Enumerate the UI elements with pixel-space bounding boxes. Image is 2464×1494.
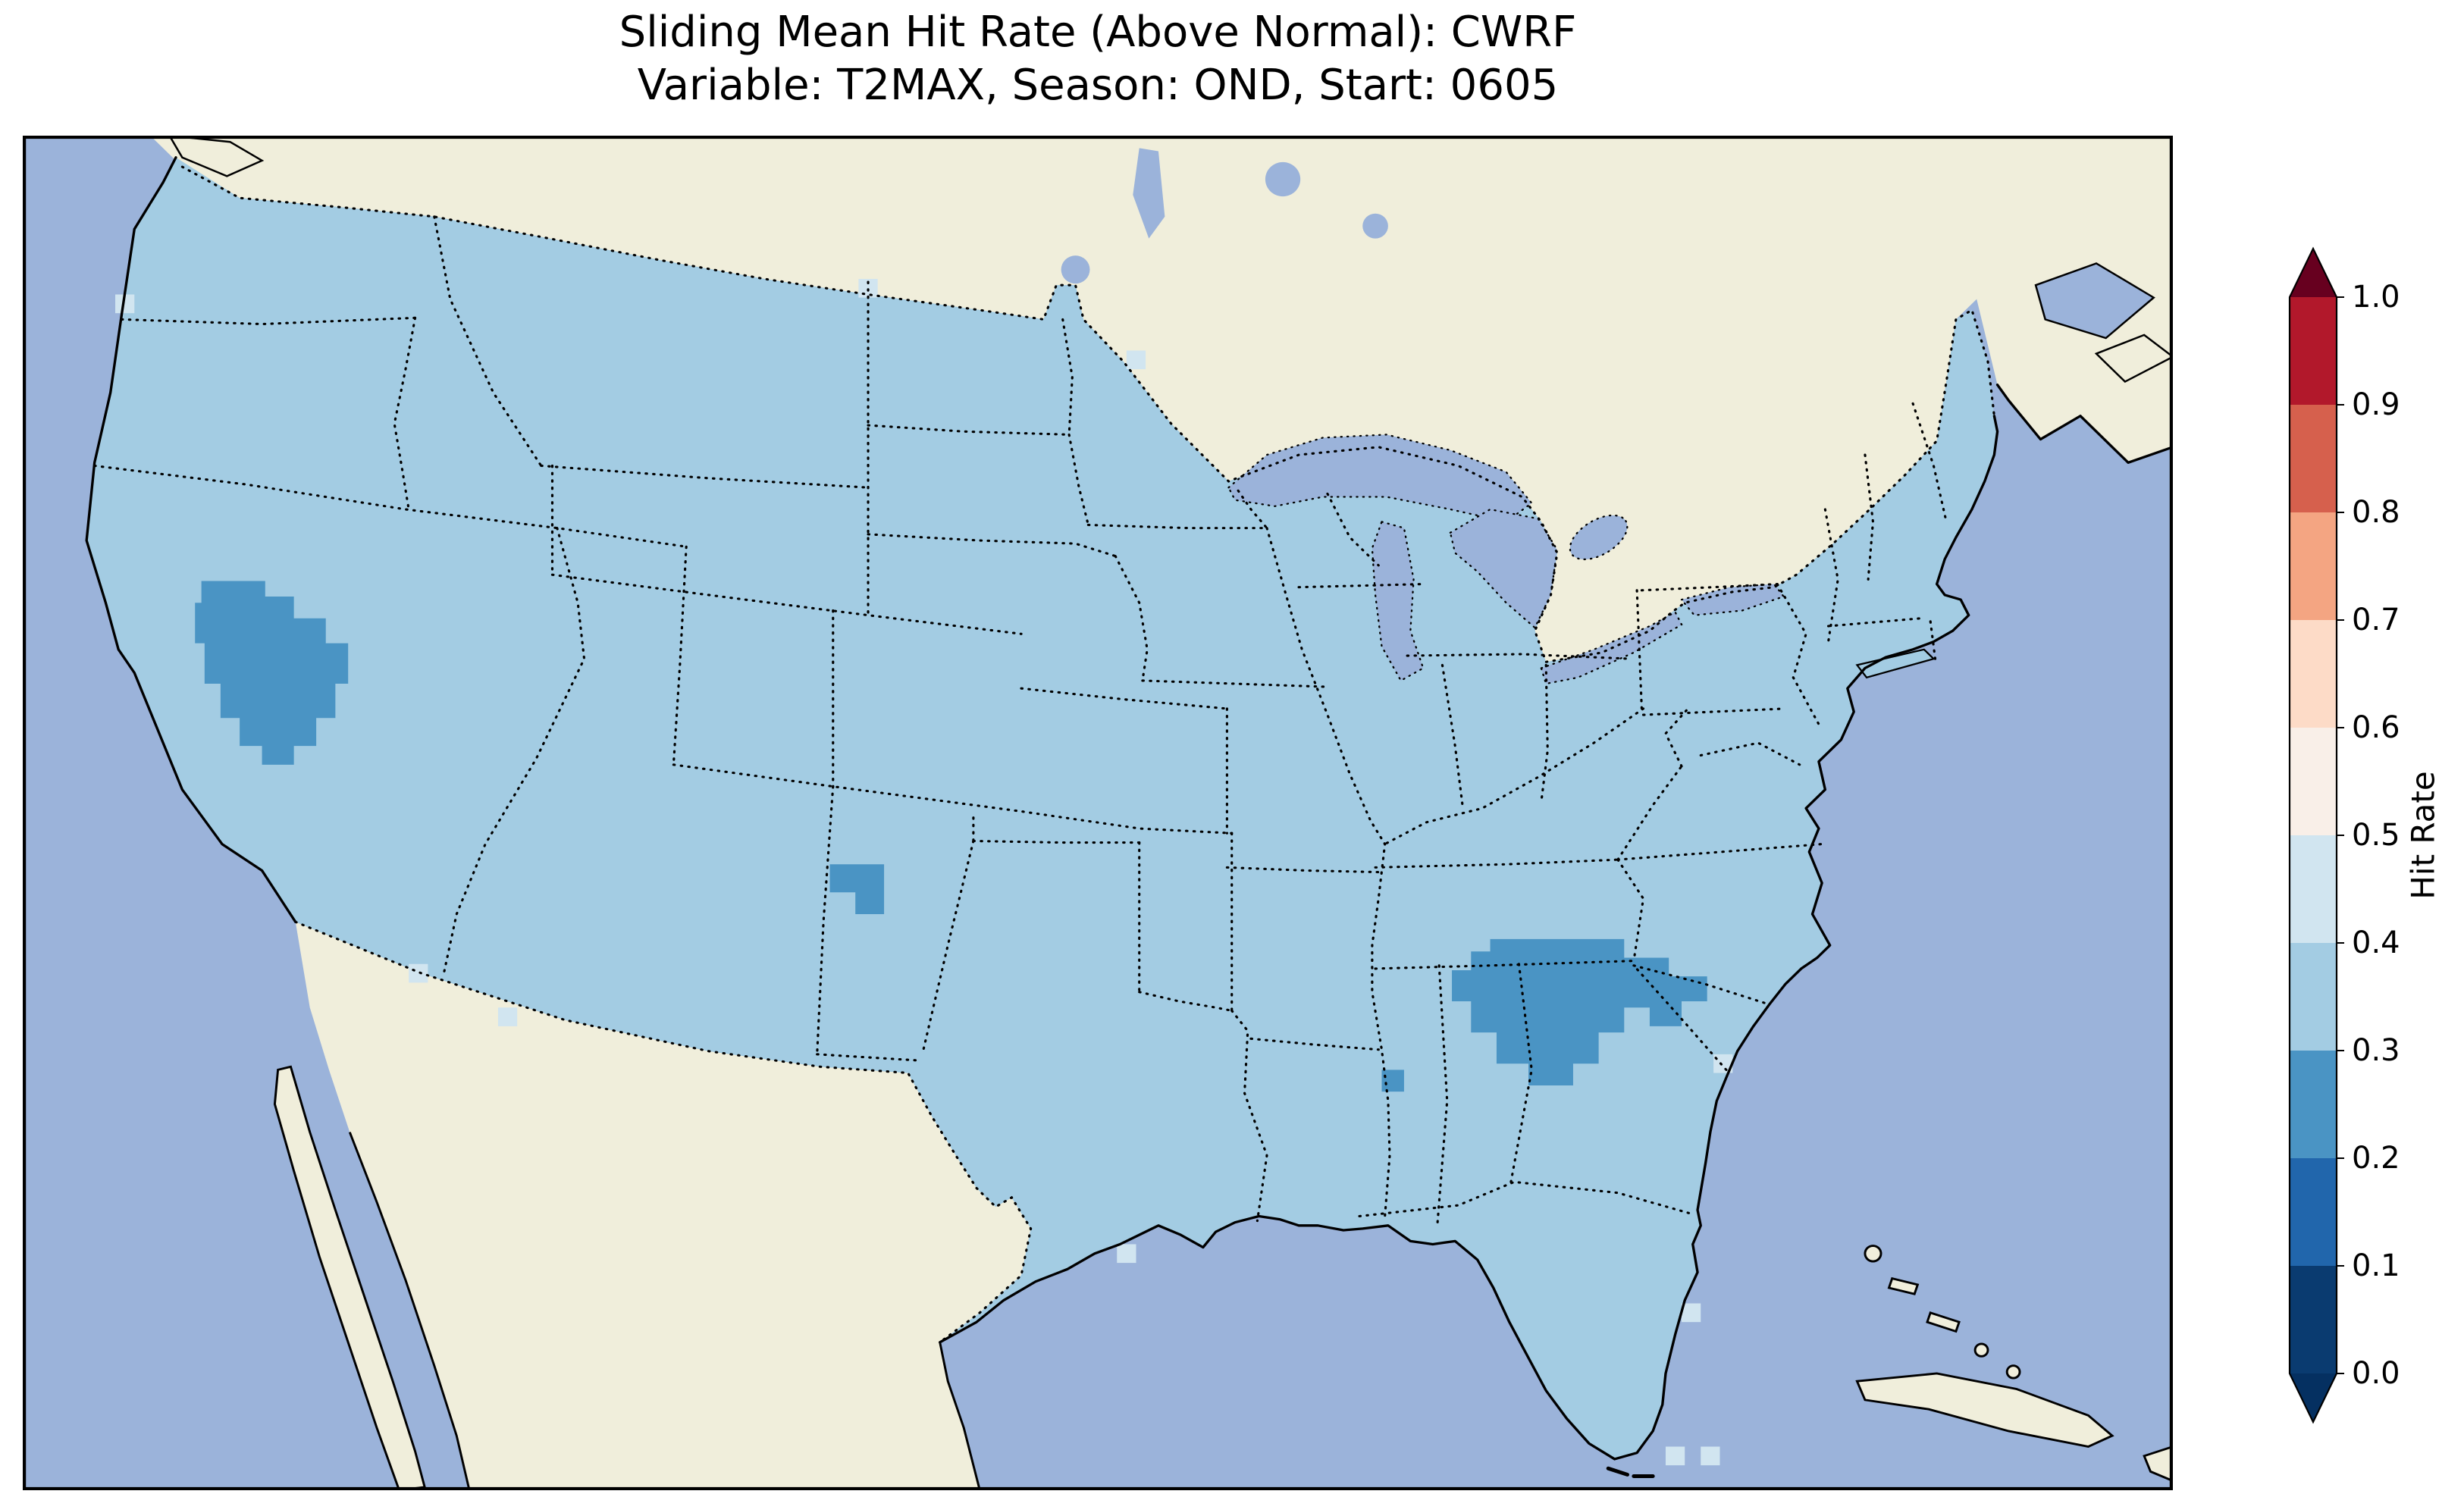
bahamas-island — [2005, 1364, 2021, 1380]
florida-keys — [1606, 1466, 1655, 1478]
colorbar-tick-label: 0.3 — [2352, 1033, 2400, 1068]
colorbar-bin — [2290, 1158, 2337, 1266]
colorbar-bin — [2290, 835, 2337, 943]
figure-title-line1: Sliding Mean Hit Rate (Above Normal): CW… — [619, 8, 1577, 57]
colorbar-extend-arrows — [2290, 249, 2337, 1422]
colorbar-tick-label: 1.0 — [2352, 280, 2400, 315]
colorbar-bin — [2290, 943, 2337, 1051]
colorbar-under-arrow — [2290, 1373, 2337, 1422]
conus-map-svg — [23, 136, 2173, 1490]
colorbar-bin — [2290, 1266, 2337, 1373]
bahamas-island — [1973, 1342, 1989, 1358]
mississippi-alabama-low-cell — [1381, 1070, 1404, 1092]
colorbar-svg: 1.0 0.9 0.8 0.7 0.6 0.5 0.4 0.3 0.2 0.1 0.0 — [2288, 246, 2400, 1424]
cuba-island — [1855, 1372, 2114, 1448]
canadian-lakes — [1061, 148, 1388, 284]
map-frame — [23, 136, 2173, 1490]
colorbar-tick-label: 0.0 — [2352, 1356, 2400, 1391]
caribbean-islands — [1855, 1245, 2173, 1483]
colorbar-tick-label: 0.7 — [2352, 603, 2400, 637]
colorbar-bin — [2290, 728, 2337, 835]
colorbar-tick-label: 0.8 — [2352, 495, 2400, 530]
colorbar-tick-label: 0.6 — [2352, 710, 2400, 745]
oklahoma-low-patch — [829, 864, 885, 915]
colorbar-bin — [2290, 512, 2337, 620]
mexico-coastlines — [348, 1132, 981, 1490]
colorbar-bin — [2290, 405, 2337, 512]
colorbar-tick-label: 0.5 — [2352, 818, 2400, 853]
colorbar-bin — [2290, 620, 2337, 728]
colorbar: 1.0 0.9 0.8 0.7 0.6 0.5 0.4 0.3 0.2 0.1 0.0 — [2267, 243, 2456, 1455]
baja-california-peninsula — [273, 1065, 427, 1490]
hispaniola-corner — [2143, 1445, 2173, 1483]
gulf-of-st-lawrence — [2034, 262, 2155, 340]
lake-michigan — [1371, 521, 1425, 682]
pacific-coastline — [85, 156, 297, 923]
us-canada-border — [180, 165, 1995, 663]
colorbar-bin — [2290, 1051, 2337, 1158]
lake-superior — [1227, 434, 1533, 523]
bahamas-island — [1926, 1311, 1961, 1333]
vancouver-island — [168, 136, 265, 177]
atlantic-canada-coastline — [1995, 384, 2173, 464]
figure-title-line2: Variable: T2MAX, Season: OND, Start: 060… — [637, 61, 1559, 110]
canada-landmass — [150, 136, 2173, 662]
colorbar-bin — [2290, 297, 2337, 405]
mexico-landmass — [295, 922, 1031, 1490]
colorbar-over-arrow — [2290, 249, 2337, 297]
georgian-bay — [1569, 514, 1629, 561]
nevada-low-patch — [195, 581, 349, 765]
colorbar-tick-label: 0.9 — [2352, 387, 2400, 422]
figure-title: Sliding Mean Hit Rate (Above Normal): CW… — [23, 6, 2173, 112]
colorbar-tick-label: 0.2 — [2352, 1141, 2400, 1176]
us-mexico-border — [294, 920, 1033, 1344]
colorbar-ticks: 1.0 0.9 0.8 0.7 0.6 0.5 0.4 0.3 0.2 0.1 0.0 — [2337, 280, 2400, 1391]
colorbar-tick-label: 0.1 — [2352, 1248, 2400, 1283]
dotted-borders — [93, 165, 1995, 1344]
colorbar-bins — [2290, 297, 2337, 1373]
coastlines — [85, 156, 2173, 1478]
long-island — [1855, 648, 1936, 679]
colorbar-label: Hit Rate — [2404, 771, 2442, 900]
great-lakes — [1227, 434, 1785, 685]
nova-scotia-island — [2094, 334, 2173, 384]
lake-huron — [1449, 508, 1559, 629]
colorbar-tick-label: 0.4 — [2352, 926, 2400, 960]
gulf-atlantic-coastline — [939, 415, 1999, 1461]
map-axes — [23, 136, 2173, 1490]
conus-region — [86, 157, 1998, 1459]
bahamas-island — [1887, 1276, 1920, 1295]
bahamas-island — [1864, 1245, 1882, 1263]
